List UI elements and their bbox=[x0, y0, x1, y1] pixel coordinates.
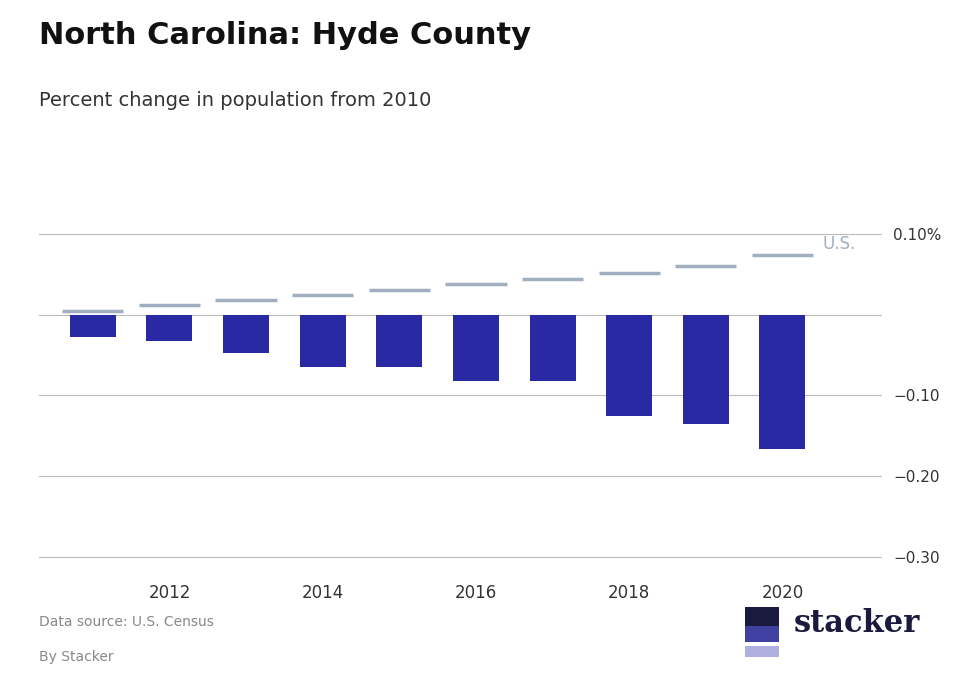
Text: By Stacker: By Stacker bbox=[39, 650, 114, 664]
Text: North Carolina: Hyde County: North Carolina: Hyde County bbox=[39, 21, 531, 50]
Bar bbox=[300, 315, 346, 367]
Text: U.S.: U.S. bbox=[822, 236, 856, 253]
Bar bbox=[760, 315, 806, 449]
Bar bbox=[453, 315, 499, 381]
Bar bbox=[146, 315, 192, 341]
Bar bbox=[529, 315, 575, 381]
Bar bbox=[223, 315, 270, 353]
Text: Percent change in population from 2010: Percent change in population from 2010 bbox=[39, 91, 431, 110]
Bar bbox=[683, 315, 729, 424]
Bar bbox=[376, 315, 422, 367]
Text: Data source: U.S. Census: Data source: U.S. Census bbox=[39, 615, 214, 629]
Bar bbox=[70, 315, 116, 338]
Bar bbox=[607, 315, 652, 416]
Text: stacker: stacker bbox=[794, 608, 920, 639]
